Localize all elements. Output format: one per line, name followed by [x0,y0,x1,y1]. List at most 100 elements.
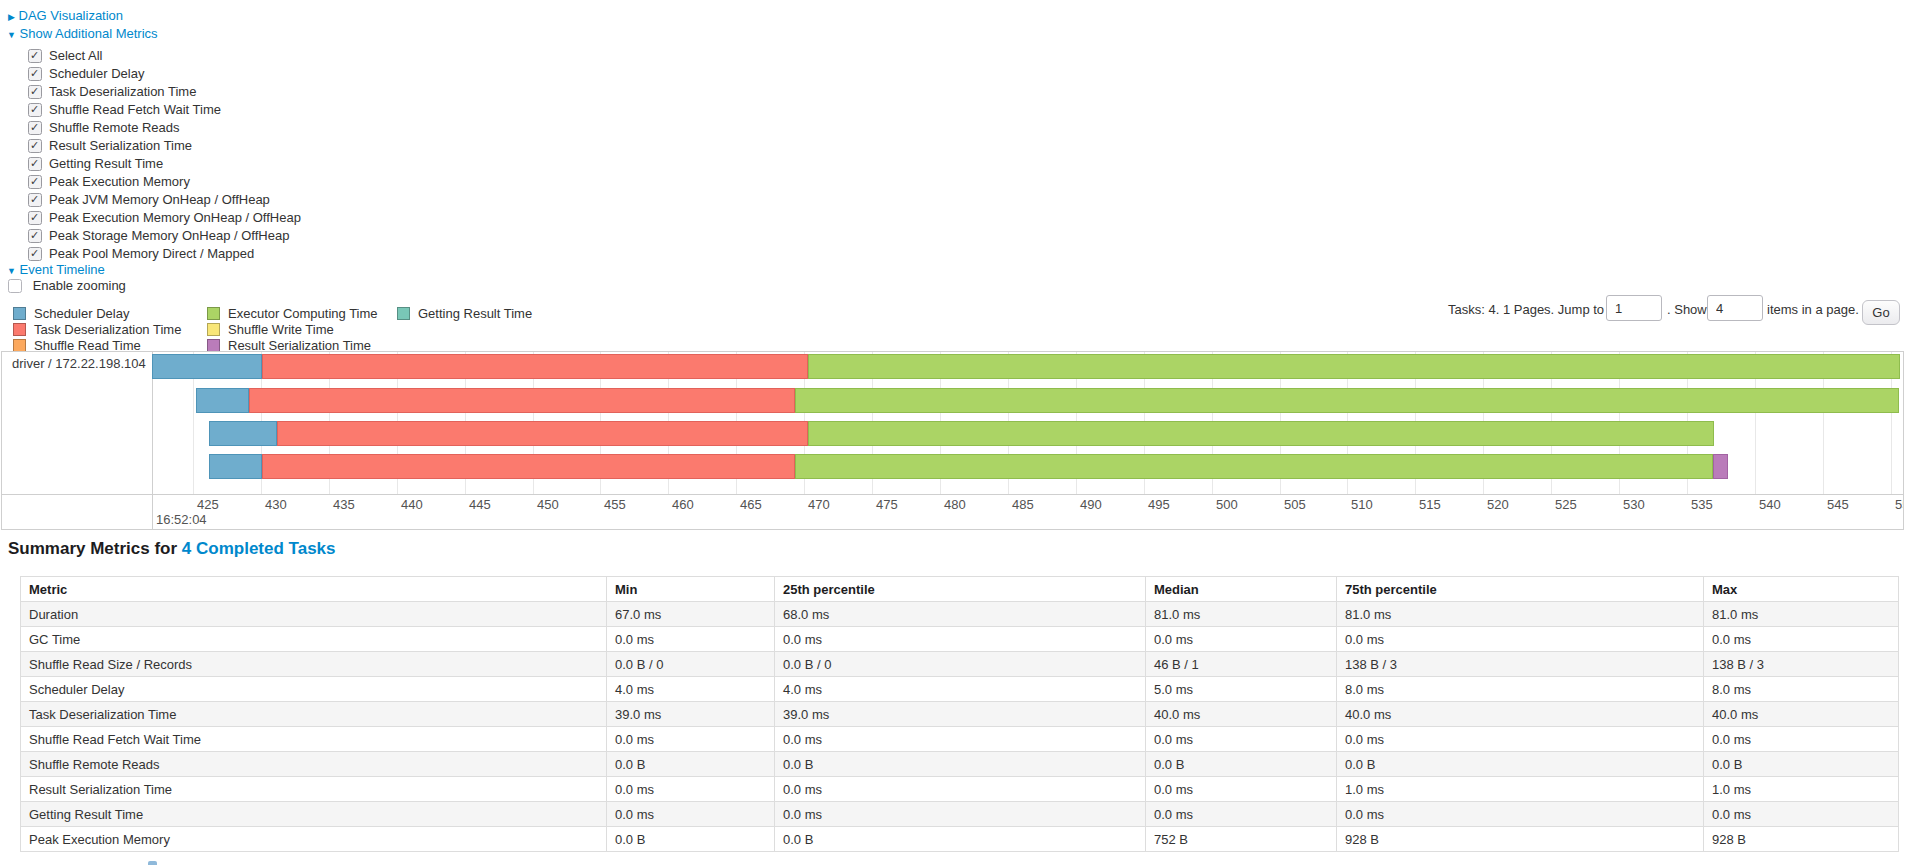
legend-label: Task Deserialization Time [34,323,181,337]
table-row: Result Serialization Time0.0 ms0.0 ms0.0… [21,777,1899,802]
metric-checkbox[interactable] [28,157,42,171]
legend-label: Scheduler Delay [34,307,129,321]
task-segment-task-deserialization[interactable] [277,421,808,446]
task-segment-executor-computing[interactable] [808,354,1900,379]
table-cell: 4.0 ms [775,677,1146,702]
task-segment-task-deserialization[interactable] [262,454,795,479]
metric-checkbox[interactable] [28,49,42,63]
axis-tick-label: 465 [740,497,762,512]
metric-checkbox-row: Peak Storage Memory OnHeap / OffHeap [28,227,289,245]
section-dag-visualization[interactable]: ▶ DAG Visualization [8,8,123,23]
metric-checkbox-label: Peak JVM Memory OnHeap / OffHeap [49,192,270,207]
event-timeline-link[interactable]: Event Timeline [20,262,105,277]
legend-swatch-shuffle-write [207,323,220,336]
jump-to-page-input[interactable] [1606,295,1662,321]
metric-checkbox-label: Shuffle Read Fetch Wait Time [49,102,221,117]
dag-visualization-link[interactable]: DAG Visualization [19,8,124,23]
axis-tick-label: 430 [265,497,287,512]
metric-checkbox[interactable] [28,121,42,135]
metric-checkbox-row: Shuffle Remote Reads [28,119,180,137]
task-segment-scheduler-delay[interactable] [209,421,277,446]
task-segment-scheduler-delay[interactable] [152,354,262,379]
metric-checkbox[interactable] [28,211,42,225]
metric-checkbox-label: Task Deserialization Time [49,84,196,99]
table-cell: 0.0 ms [1337,802,1704,827]
section-show-additional-metrics[interactable]: ▼ Show Additional Metrics [7,26,158,41]
table-cell: 0.0 ms [1704,727,1899,752]
table-cell: Peak Execution Memory [21,827,607,852]
axis-tick-label: 510 [1351,497,1373,512]
metric-checkbox[interactable] [28,85,42,99]
table-cell: 0.0 B [775,827,1146,852]
table-cell: 0.0 B / 0 [607,652,775,677]
metric-checkbox[interactable] [28,139,42,153]
metric-checkbox[interactable] [28,229,42,243]
axis-tick-label: 470 [808,497,830,512]
metric-checkbox[interactable] [28,67,42,81]
go-button[interactable]: Go [1862,300,1900,325]
table-cell: 68.0 ms [775,602,1146,627]
metric-checkbox-row: Getting Result Time [28,155,163,173]
show-additional-metrics-link[interactable]: Show Additional Metrics [20,26,158,41]
task-segment-executor-computing[interactable] [795,454,1713,479]
metric-checkbox-row: Peak Execution Memory OnHeap / OffHeap [28,209,301,227]
table-row: Shuffle Read Fetch Wait Time0.0 ms0.0 ms… [21,727,1899,752]
column-header: Min [607,577,775,602]
task-segment-executor-computing[interactable] [808,421,1714,446]
table-cell: 0.0 B [775,752,1146,777]
table-cell: 0.0 B / 0 [775,652,1146,677]
enable-zooming-checkbox[interactable] [8,279,22,293]
axis-tick-label: 490 [1080,497,1102,512]
chevron-right-icon: ▶ [8,12,15,22]
task-segment-scheduler-delay[interactable] [196,388,249,413]
table-row: Task Deserialization Time39.0 ms39.0 ms4… [21,702,1899,727]
section-event-timeline[interactable]: ▼ Event Timeline [7,262,105,277]
task-segment-task-deserialization[interactable] [262,354,808,379]
metric-checkbox[interactable] [28,193,42,207]
axis-tick-label: 440 [401,497,423,512]
task-segment-task-deserialization[interactable] [249,388,795,413]
table-cell: 81.0 ms [1146,602,1337,627]
axis-tick-label: 525 [1555,497,1577,512]
legend-label: Getting Result Time [418,307,532,321]
clipped-content-below [148,861,157,865]
metric-checkbox[interactable] [28,247,42,261]
table-cell: 0.0 ms [775,802,1146,827]
axis-tick-label: 500 [1216,497,1238,512]
axis-tick-label: 480 [944,497,966,512]
table-cell: Getting Result Time [21,802,607,827]
task-segment-executor-computing[interactable] [795,388,1899,413]
table-cell: 0.0 B [1146,752,1337,777]
axis-tick-label: 535 [1691,497,1713,512]
metric-checkbox-row: Peak Execution Memory [28,173,190,191]
table-cell: 40.0 ms [1704,702,1899,727]
page-size-input[interactable] [1707,295,1763,321]
metric-checkbox-label: Getting Result Time [49,156,163,171]
metric-checkbox[interactable] [28,175,42,189]
task-segment-result-serialization[interactable] [1713,454,1728,479]
table-row: Shuffle Remote Reads0.0 B0.0 B0.0 B0.0 B… [21,752,1899,777]
axis-tick-label: 455 [604,497,626,512]
metric-checkbox-row: Result Serialization Time [28,137,192,155]
completed-tasks-link[interactable]: 4 Completed Tasks [182,539,336,558]
table-cell: 0.0 ms [1146,802,1337,827]
table-cell: 0.0 ms [607,777,775,802]
column-header: 25th percentile [775,577,1146,602]
table-cell: 0.0 ms [1146,727,1337,752]
table-cell: 0.0 ms [775,727,1146,752]
table-cell: 39.0 ms [607,702,775,727]
metric-checkbox-label: Peak Pool Memory Direct / Mapped [49,246,254,261]
table-row: Shuffle Read Size / Records0.0 B / 00.0 … [21,652,1899,677]
table-cell: Result Serialization Time [21,777,607,802]
axis-tick-label: 520 [1487,497,1509,512]
table-cell: Scheduler Delay [21,677,607,702]
summary-metrics-title: Summary Metrics for 4 Completed Tasks [8,539,336,559]
table-cell: 0.0 B [607,827,775,852]
table-cell: 1.0 ms [1337,777,1704,802]
legend-swatch-executor-computing [207,307,220,320]
table-cell: GC Time [21,627,607,652]
task-segment-scheduler-delay[interactable] [209,454,262,479]
metric-checkbox[interactable] [28,103,42,117]
table-cell: 0.0 ms [1704,627,1899,652]
legend-label: Shuffle Write Time [228,323,334,337]
